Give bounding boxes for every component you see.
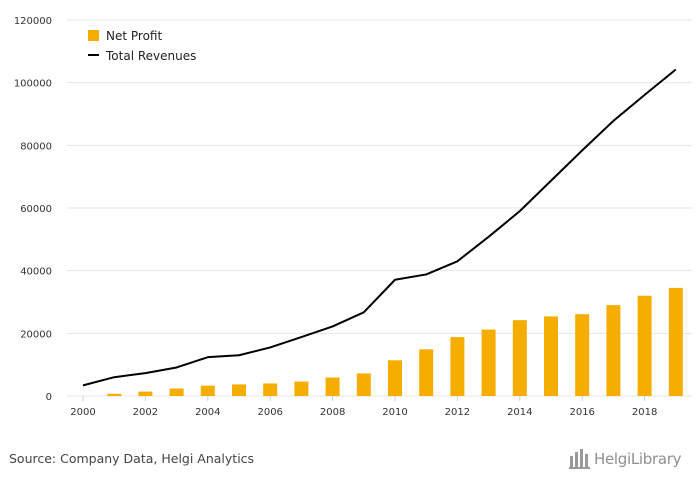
x-tick-label: 2004 — [195, 407, 220, 418]
x-axis-ticks: 2000 2002 2004 2006 2008 2010 2012 2014 2016 2018 — [70, 396, 657, 418]
x-tick-label: 2010 — [382, 407, 407, 418]
source-note: Source: Company Data, Helgi Analytics — [9, 451, 255, 466]
net-profit-bar — [450, 337, 465, 396]
total-revenues-line-group — [82, 68, 677, 387]
net-profit-bar — [325, 377, 340, 396]
net-profit-bar — [668, 287, 683, 396]
net-profit-bar — [138, 391, 153, 396]
x-tick-label: 2018 — [632, 407, 657, 418]
y-axis-ticks: 0 20000 40000 60000 80000 100000 120000 — [14, 16, 52, 403]
net-profit-bar — [232, 384, 246, 396]
net-profit-bar — [294, 381, 309, 396]
legend: Net Profit Total Revenues — [88, 29, 196, 63]
x-tick-label: 2014 — [507, 407, 532, 418]
net-profit-bar — [575, 314, 590, 396]
net-profit-bar — [169, 388, 184, 396]
y-tick-label: 120000 — [14, 16, 52, 27]
net-profit-bar — [637, 295, 652, 396]
helgi-library-logo-icon — [569, 449, 590, 469]
net-profit-bar — [481, 329, 496, 396]
y-tick-label: 0 — [46, 392, 52, 403]
net-profit-bars — [107, 287, 683, 396]
grid-lines — [67, 19, 692, 397]
x-tick-label: 2000 — [70, 407, 95, 418]
legend-total-revenues-label: Total Revenues — [105, 49, 196, 63]
net-profit-bar — [512, 320, 527, 396]
net-profit-bar — [388, 360, 402, 396]
brand: HelgiLibrary — [568, 447, 682, 471]
y-tick-label: 60000 — [20, 204, 52, 215]
net-profit-bar — [263, 383, 278, 396]
net-profit-bar — [606, 305, 621, 396]
x-tick-label: 2002 — [133, 407, 158, 418]
brand-name: HelgiLibrary — [594, 450, 682, 468]
x-tick-label: 2016 — [569, 407, 594, 418]
legend-net-profit-swatch — [88, 30, 99, 41]
y-tick-label: 20000 — [20, 329, 52, 340]
net-profit-bar — [419, 349, 434, 396]
x-tick-label: 2012 — [445, 407, 470, 418]
total-revenues-line — [82, 68, 677, 387]
legend-net-profit-label: Net Profit — [106, 29, 162, 43]
net-profit-bar — [200, 385, 215, 396]
y-tick-label: 40000 — [20, 267, 52, 278]
y-tick-label: 100000 — [14, 79, 52, 90]
net-profit-bar — [356, 373, 371, 396]
net-profit-bar — [107, 393, 122, 396]
x-tick-label: 2006 — [257, 407, 282, 418]
net-profit-bar — [544, 316, 558, 396]
y-tick-label: 80000 — [20, 141, 52, 152]
x-tick-label: 2008 — [320, 407, 345, 418]
